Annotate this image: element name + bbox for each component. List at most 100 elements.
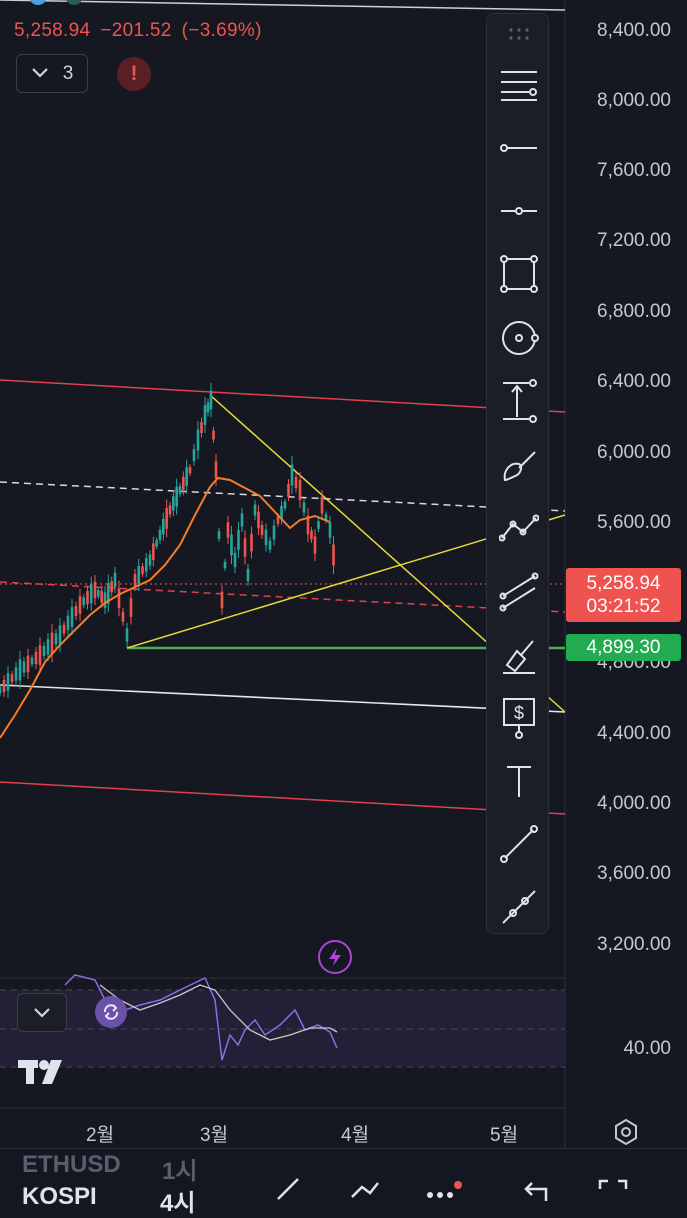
candle-body xyxy=(74,606,78,616)
indicators-toggle-button[interactable]: 3 xyxy=(16,54,88,93)
interval-label-faded: 1시 xyxy=(162,1158,198,1185)
candle-body xyxy=(50,632,54,654)
candle-body xyxy=(129,598,133,617)
indicator-count: 3 xyxy=(62,62,74,84)
measure-icon[interactable] xyxy=(487,375,550,427)
pencil-icon[interactable] xyxy=(272,1175,302,1206)
text-icon[interactable] xyxy=(487,755,550,807)
candle-body xyxy=(42,646,46,656)
price-change-percent: (−3.69%) xyxy=(181,20,262,41)
highlighter-icon[interactable] xyxy=(487,629,550,681)
fullscreen-icon[interactable] xyxy=(598,1179,628,1206)
candle-body xyxy=(272,525,276,540)
more-icon[interactable] xyxy=(424,1179,464,1206)
candle-body xyxy=(223,561,227,569)
indicators-icon[interactable] xyxy=(350,1177,380,1206)
tradingview-logo xyxy=(18,1056,72,1091)
interval-button[interactable]: 4시 xyxy=(160,1190,196,1217)
candle-body xyxy=(82,597,86,606)
candle-body xyxy=(332,544,335,566)
parallel-channel-icon[interactable] xyxy=(487,566,550,618)
line-tools-menu-icon[interactable] xyxy=(487,59,550,111)
candle-body xyxy=(66,615,70,631)
trend-line-points-icon[interactable] xyxy=(487,881,550,933)
candle-body xyxy=(165,507,168,529)
symbol-label-faded: ETHUSD xyxy=(22,1151,121,1178)
candle-body xyxy=(200,422,203,433)
circle-icon[interactable] xyxy=(487,312,550,364)
red-dashed-line xyxy=(0,581,566,613)
support-price-tag: 4,899.30 xyxy=(566,634,681,661)
price-header: 5,258.94 −201.52 (−3.69%) xyxy=(14,20,272,42)
rsi-ma-line xyxy=(99,984,338,1041)
candle-body xyxy=(302,502,306,513)
rsi-collapse-button[interactable] xyxy=(17,993,67,1032)
candle-body xyxy=(113,572,117,588)
candle-body xyxy=(276,516,280,524)
candle-body xyxy=(237,530,240,550)
rsi-axis-label: 40.00 xyxy=(623,1038,671,1059)
candle-body xyxy=(313,536,317,554)
horizontal-line-icon[interactable] xyxy=(487,185,550,237)
chevron-down-icon xyxy=(34,1007,50,1018)
rsi-band xyxy=(0,990,565,1067)
candle-body xyxy=(203,405,207,425)
bottom-toolbar: ETHUSD 1시 KOSPI 4시 xyxy=(0,1148,687,1217)
candle-body xyxy=(2,679,6,693)
candle-body xyxy=(220,591,224,609)
symbol-icons xyxy=(29,0,90,17)
lightning-icon[interactable] xyxy=(318,940,352,974)
price-axis-label: 7,200.00 xyxy=(597,230,671,251)
path-icon[interactable] xyxy=(487,503,550,555)
price-axis-label: 3,200.00 xyxy=(597,934,671,955)
candle-body xyxy=(324,514,328,521)
candle-body xyxy=(54,633,58,645)
candle-body xyxy=(107,582,110,604)
candle-body xyxy=(26,655,30,673)
candle-body xyxy=(233,552,237,568)
candle-body xyxy=(268,540,272,550)
rectangle-icon[interactable] xyxy=(487,248,550,300)
candle-body xyxy=(257,511,260,529)
price-label-icon[interactable]: $ xyxy=(487,692,550,744)
candle-body xyxy=(178,486,182,494)
candlestick-series xyxy=(0,383,335,698)
trend-line-icon[interactable] xyxy=(487,818,550,870)
drag-handle-icon[interactable] xyxy=(487,8,550,60)
candle-body xyxy=(253,504,257,516)
red-channel-top xyxy=(0,379,566,413)
time-axis-label: 4월 xyxy=(341,1125,370,1146)
candle-body xyxy=(328,522,332,538)
drawing-toolbar: $ xyxy=(486,13,549,934)
candle-body xyxy=(117,588,121,609)
candle-body xyxy=(217,531,221,539)
candle-body xyxy=(283,501,287,509)
candle-body xyxy=(86,590,89,605)
settings-icon[interactable] xyxy=(612,1118,640,1151)
candle-body xyxy=(103,592,107,608)
time-axis-label: 2월 xyxy=(86,1125,115,1146)
white-channel-top xyxy=(0,0,566,11)
refresh-icon[interactable] xyxy=(95,996,127,1028)
candle-body xyxy=(46,639,50,655)
candle-body xyxy=(6,673,10,691)
candle-body xyxy=(121,611,125,622)
candle-body xyxy=(287,483,290,497)
candle-body xyxy=(298,480,302,500)
price-axis-label: 4,400.00 xyxy=(597,723,671,744)
candle-body xyxy=(317,521,320,529)
candle-body xyxy=(168,505,172,515)
candle-body xyxy=(172,496,175,511)
candle-body xyxy=(62,624,66,634)
brush-icon[interactable] xyxy=(487,440,550,492)
symbol-button[interactable]: KOSPI xyxy=(22,1183,97,1210)
warning-icon[interactable]: ! xyxy=(117,57,151,91)
price-change: −201.52 xyxy=(100,20,172,41)
horizontal-ray-icon[interactable] xyxy=(487,122,550,174)
candle-body xyxy=(260,525,264,535)
candle-body xyxy=(89,584,93,604)
undo-icon[interactable] xyxy=(522,1179,550,1206)
candle-body xyxy=(226,522,230,538)
price-axis-label: 7,600.00 xyxy=(597,160,671,181)
candle-body xyxy=(110,581,113,593)
